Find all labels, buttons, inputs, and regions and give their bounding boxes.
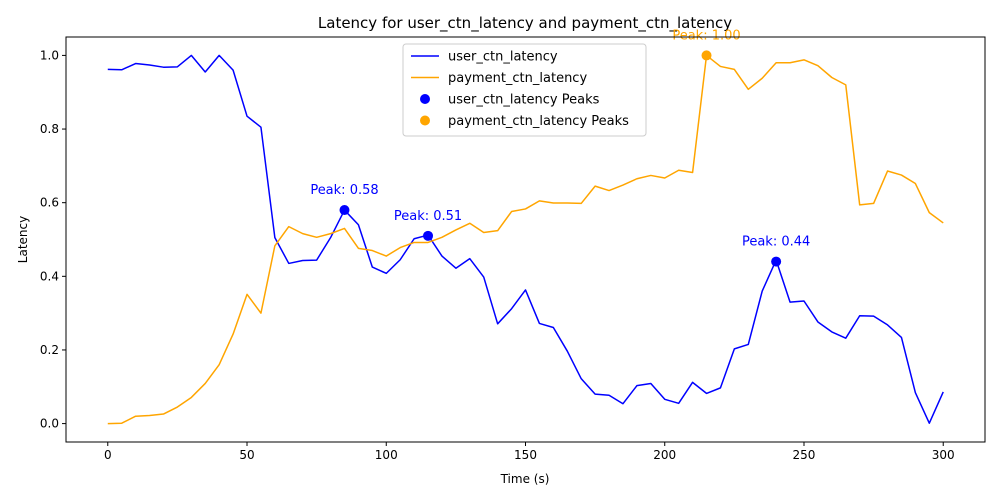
series-line-2: [107, 54, 944, 425]
legend-entry-label: user_ctn_latency: [448, 50, 558, 65]
x-tick-label: 200: [653, 448, 676, 462]
x-tick-label: 150: [514, 448, 537, 462]
legend-box: [402, 43, 647, 137]
plot-area: Peak: 0.58 Peak: 0.51 Peak: 0.44 Peak: 1.00: [107, 28, 944, 425]
peak-label-4: Peak: 1.00: [672, 28, 740, 43]
legend-dot-swatch: [420, 115, 430, 126]
legend: user_ctn_latency payment_ctn_latency user_…: [402, 43, 647, 137]
axis-ticks: 0 50 100 150 200 250 300 0.0 0.2 0.4 0.6 0.8 1.0: [40, 48, 955, 462]
peak-label-3: Peak: 0.44: [742, 235, 810, 250]
peak-label-1: Peak: 0.58: [310, 183, 378, 198]
peak-marker-3: [771, 256, 782, 267]
chart-title: Latency for user_ctn_latency and payment…: [318, 14, 732, 33]
y-tick-label: 0.2: [40, 343, 59, 357]
peak-marker-4: [701, 50, 712, 61]
series-line-1: [107, 54, 944, 424]
peak-marker-2: [423, 230, 434, 241]
x-axis-label: Time (s): [500, 472, 550, 486]
y-axis-label: Latency: [16, 216, 30, 263]
peak-marker-1: [339, 205, 350, 216]
legend-entry-label: payment_ctn_latency: [448, 71, 587, 86]
legend-dot-swatch: [420, 94, 430, 104]
y-tick-label: 0.6: [40, 196, 59, 210]
peak-label-2: Peak: 0.51: [394, 209, 462, 224]
x-tick-label: 100: [375, 448, 398, 462]
legend-entry-label: payment_ctn_latency Peaks: [448, 114, 629, 129]
legend-entry-label: user_ctn_latency Peaks: [448, 93, 600, 108]
y-tick-label: 0.4: [40, 269, 59, 283]
x-tick-label: 0: [104, 448, 112, 462]
y-tick-label: 0.0: [40, 417, 59, 431]
x-tick-label: 250: [793, 448, 816, 462]
x-tick-label: 300: [932, 448, 955, 462]
x-tick-label: 50: [239, 448, 254, 462]
y-tick-label: 1.0: [40, 48, 59, 62]
y-tick-label: 0.8: [40, 122, 59, 136]
